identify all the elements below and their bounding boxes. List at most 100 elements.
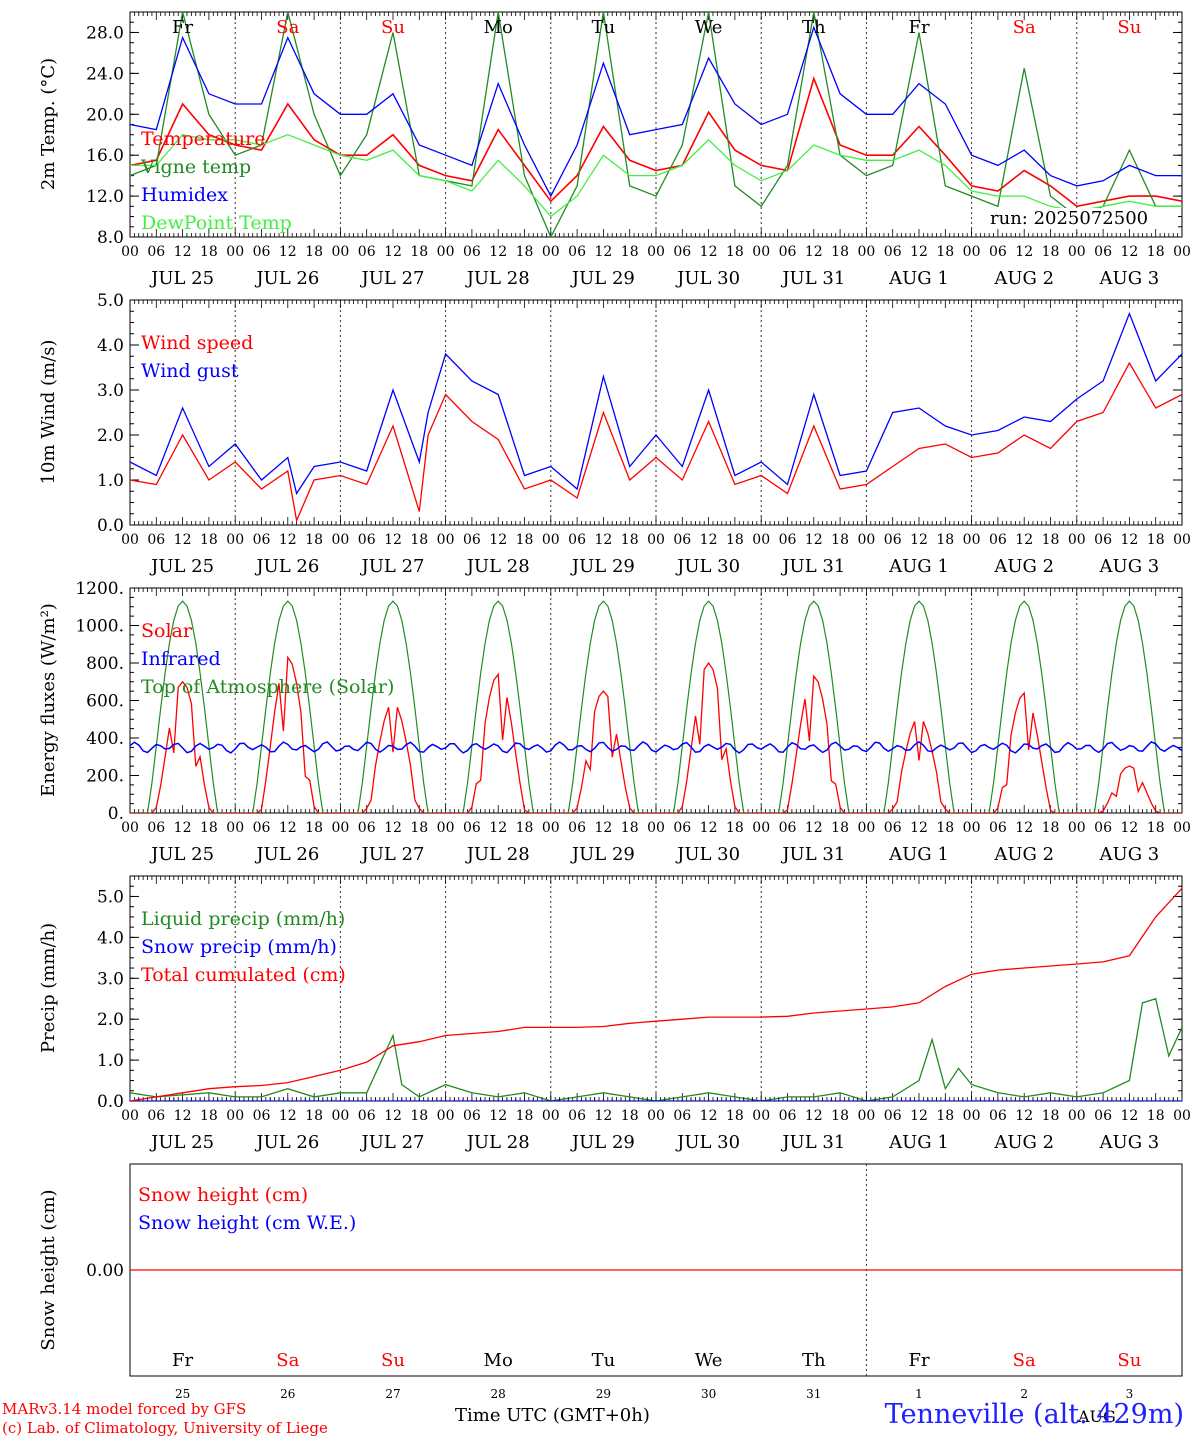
hour-label: 18: [831, 1108, 849, 1124]
day-number: 1: [915, 1387, 923, 1401]
hour-label: 06: [253, 1108, 271, 1124]
liquid-precip-mm-h-line: [130, 997, 1182, 1101]
legend-entry: Infrared: [141, 648, 221, 670]
day-number: 26: [280, 1387, 295, 1401]
day-name: Su: [381, 17, 405, 38]
hour-label: 00: [542, 244, 560, 260]
hour-label: 12: [174, 820, 192, 836]
y-axis-label: Precip (mm/h): [38, 923, 59, 1053]
toa-solar-line: [130, 600, 1182, 813]
run-label: run: 2025072500: [990, 208, 1149, 229]
hour-label: 12: [384, 820, 402, 836]
date-label: AUG 1: [888, 268, 949, 289]
legend-entry: Snow height (cm W.E.): [138, 1212, 356, 1234]
legend-entry: Vigne temp: [140, 156, 251, 178]
day-number: 31: [806, 1387, 821, 1401]
hour-label: 06: [673, 1108, 691, 1124]
hour-label: 12: [594, 532, 612, 548]
hour-label: 18: [305, 1108, 323, 1124]
hour-label: 18: [200, 820, 218, 836]
hour-label: 18: [1042, 1108, 1060, 1124]
hour-label: 06: [1094, 532, 1112, 548]
legend-entry: Snow height (cm): [138, 1184, 308, 1206]
hour-label: 00: [963, 244, 981, 260]
hour-label: 06: [673, 244, 691, 260]
y-tick-label: 16.0: [86, 146, 124, 166]
y-tick-label: 3.0: [97, 969, 124, 989]
hour-label: 06: [253, 820, 271, 836]
hour-label: 06: [884, 820, 902, 836]
legend-entry: Liquid precip (mm/h): [141, 908, 345, 930]
hour-label: 18: [516, 244, 534, 260]
hour-label: 18: [936, 532, 954, 548]
hour-label: 18: [410, 244, 428, 260]
date-label: JUL 31: [780, 556, 845, 577]
hour-label: 00: [437, 820, 455, 836]
hour-label: 12: [805, 532, 823, 548]
y-axis-label: 10m Wind (m/s): [38, 340, 59, 485]
y-tick-label: 8.0: [97, 228, 124, 248]
legend-entry: Solar: [141, 620, 193, 642]
hour-label: 18: [621, 820, 639, 836]
hour-label: 00: [331, 244, 349, 260]
day-name: Sa: [276, 17, 299, 38]
hour-label: 00: [437, 532, 455, 548]
y-tick-label: 20.0: [86, 105, 124, 125]
hour-label: 12: [279, 244, 297, 260]
hour-label: 06: [253, 532, 271, 548]
hour-label: 06: [779, 1108, 797, 1124]
hour-label: 00: [752, 1108, 770, 1124]
date-label: AUG 3: [1099, 844, 1160, 865]
day-name: Tu: [592, 17, 616, 38]
hour-label: 00: [857, 244, 875, 260]
hour-label: 06: [463, 244, 481, 260]
hour-label: 00: [963, 532, 981, 548]
y-tick-label: 2.0: [97, 1010, 124, 1030]
hour-label: 00: [226, 532, 244, 548]
y-tick-label: 0.0: [97, 1092, 124, 1112]
date-label: JUL 30: [675, 844, 740, 865]
day-name: Fr: [908, 17, 929, 38]
credit-line-1: MARv3.14 model forced by GFS: [2, 1400, 247, 1418]
hour-label: 12: [910, 532, 928, 548]
hour-label: 00: [121, 244, 139, 260]
hour-label: 06: [358, 1108, 376, 1124]
hour-label: 12: [489, 244, 507, 260]
day-number: 27: [385, 1387, 400, 1401]
hour-label: 18: [200, 532, 218, 548]
y-axis-label: 2m Temp. (°C): [38, 58, 59, 190]
day-number: 2: [1020, 1387, 1028, 1401]
date-label: AUG 1: [888, 556, 949, 577]
legend-entry: DewPoint Temp: [141, 212, 292, 234]
hour-label: 18: [305, 532, 323, 548]
hour-label: 00: [226, 244, 244, 260]
hour-label: 18: [305, 244, 323, 260]
hour-label: 06: [989, 532, 1007, 548]
temperature-line: [130, 76, 1182, 208]
hour-label: 18: [516, 1108, 534, 1124]
hour-label: 00: [963, 820, 981, 836]
hour-label: 06: [1094, 244, 1112, 260]
hour-label: 18: [831, 244, 849, 260]
hour-label: 12: [1120, 532, 1138, 548]
y-tick-label: 200.: [86, 767, 124, 787]
credit-line-2: (c) Lab. of Climatology, University of L…: [2, 1419, 328, 1437]
hour-label: 18: [936, 1108, 954, 1124]
hour-label: 00: [1173, 820, 1191, 836]
hour-label: 00: [857, 532, 875, 548]
hour-label: 06: [884, 244, 902, 260]
y-tick-label: 800.: [86, 654, 124, 674]
date-label: AUG 3: [1099, 1132, 1160, 1153]
hour-label: 06: [463, 1108, 481, 1124]
hour-label: 00: [121, 532, 139, 548]
hour-label: 06: [463, 820, 481, 836]
hour-label: 12: [174, 1108, 192, 1124]
hour-label: 12: [1015, 1108, 1033, 1124]
day-name: Mo: [484, 17, 513, 38]
date-label: JUL 27: [360, 844, 425, 865]
date-label: JUL 26: [254, 556, 319, 577]
hour-label: 06: [673, 820, 691, 836]
hour-label: 00: [542, 1108, 560, 1124]
hour-label: 06: [147, 244, 165, 260]
hour-label: 12: [279, 1108, 297, 1124]
